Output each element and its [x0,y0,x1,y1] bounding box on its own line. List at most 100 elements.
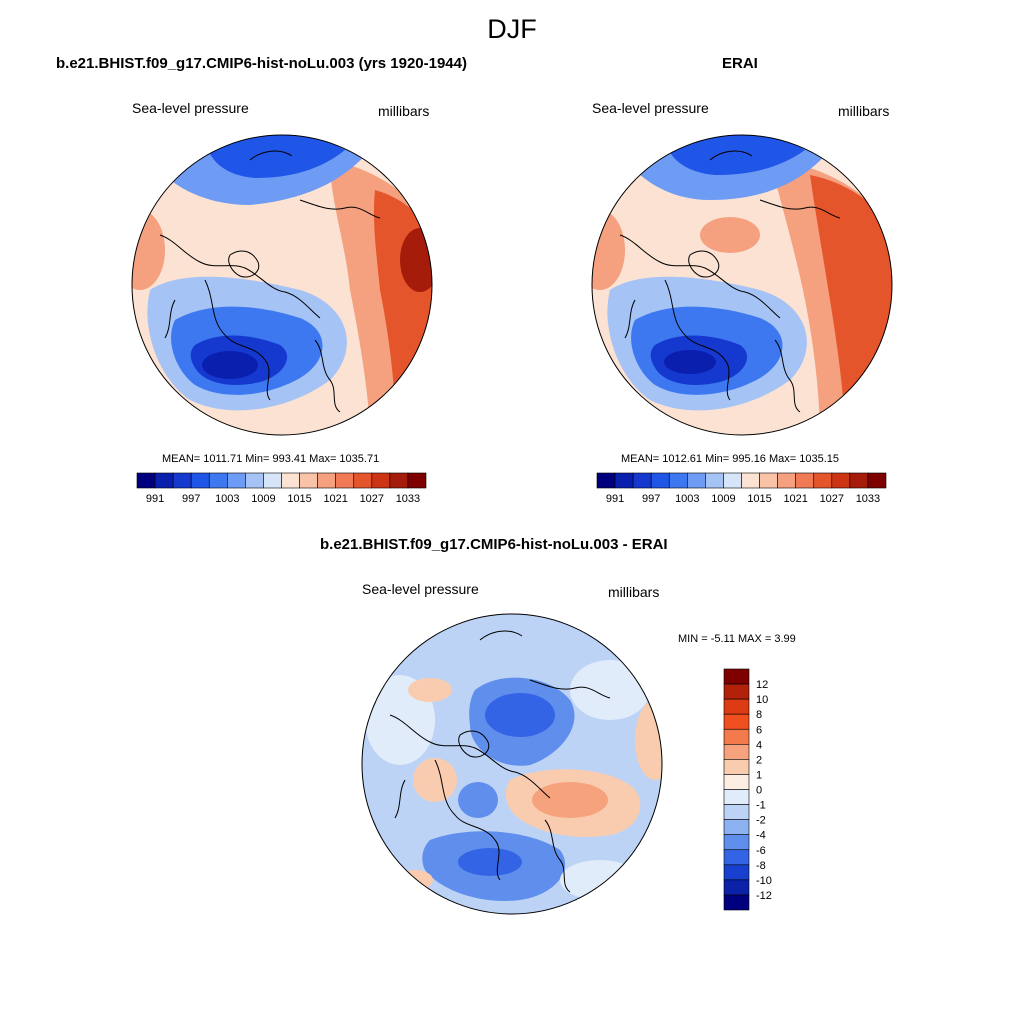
colorbar3-swatch [723,744,750,760]
colorbar3-swatch [723,698,750,715]
colorbar2-swatch [759,472,778,489]
colorbar1-swatch [190,472,210,489]
map3-positive-far-east [635,700,662,780]
season-title: DJF [487,14,537,44]
colorbar3-tick-label: -8 [756,860,766,872]
map2-coastlines [619,150,841,413]
colorbar3-swatch [723,849,750,866]
colorbar1-swatch [245,472,264,489]
colorbar3-swatch [723,668,750,685]
colorbar3-swatch [723,759,750,775]
colorbar2-swatch [687,472,706,489]
colorbar3-swatch [723,804,750,820]
panel2-map [591,134,893,436]
panel1-map [131,134,433,436]
colorbar1-swatch [353,472,373,489]
colorbar1-swatch [154,472,174,489]
colorbar1-tick-label: 997 [182,493,200,505]
map1-high-west [132,210,165,290]
colorbar-panel2: 991 997 1003 1009 1015 1021 1027 1033 [596,472,887,505]
colorbar2-swatch [596,472,616,489]
colorbar1-tick-label: 1033 [396,493,420,505]
colorbar3-swatch [723,819,750,835]
colorbar2-swatch [795,472,815,489]
colorbar2-swatch [668,472,688,489]
colorbar1-swatch [227,472,246,489]
colorbar2-swatch [632,472,652,489]
panel3-title: b.e21.BHIST.f09_g17.CMIP6-hist-noLu.003 … [320,536,668,553]
colorbar3-swatch [723,683,750,700]
colorbar3-tick-label: 10 [756,694,768,706]
map2-boundary [591,134,893,436]
colorbar3-swatch [723,864,750,881]
colorbar2-tick-label: 1027 [820,493,844,505]
panel3-stats: MIN = -5.11 MAX = 3.99 [678,633,796,645]
colorbar2-swatch [777,472,796,489]
colorbar3-swatch [723,713,750,730]
colorbar3-swatch [723,894,750,911]
map3-positive-north [408,678,452,702]
colorbar1-tick-label: 1003 [215,493,239,505]
map3-negative-west [458,782,498,818]
colorbar3-tick-label: -4 [756,830,766,842]
colorbar3-swatch [723,728,750,745]
map1-low-north-core [205,135,345,178]
colorbar3-swatch [723,789,750,805]
colorbar1-swatch [317,472,336,489]
map3-neutral-south [560,860,640,900]
panel1-units-label: millibars [378,103,430,119]
colorbar3-tick-label: 12 [756,679,768,691]
map2-low-south-min [664,350,716,374]
map1-boundary [131,134,433,436]
colorbar3-tick-label: 1 [756,769,762,781]
colorbar1-swatch [335,472,355,489]
map3-positive-southwest [397,870,433,890]
colorbar2-tick-label: 1033 [856,493,880,505]
colorbar3-tick-label: 2 [756,754,762,766]
colorbar3-tick-label: 4 [756,739,762,751]
colorbar2-tick-label: 991 [606,493,624,505]
colorbar1-swatch [281,472,300,489]
panel2-units-label: millibars [838,103,890,119]
colorbar3-tick-label: 6 [756,724,762,736]
map2-high-center [700,217,760,253]
colorbar3-tick-label: -2 [756,815,766,827]
colorbar3-swatch [723,834,750,851]
colorbar-panel1: 991 997 1003 1009 1015 1021 1027 1033 [136,472,427,505]
colorbar1-swatch [136,472,156,489]
colorbar2-tick-label: 1003 [675,493,699,505]
colorbar3-swatch [723,879,750,896]
map2-high-west [592,210,625,290]
map3-neutral-patch-east [570,660,650,720]
panel3-units-label: millibars [608,584,660,600]
map3-negative-south-core [458,848,522,876]
colorbar2-swatch [705,472,724,489]
colorbar1-swatch [389,472,409,489]
colorbar2-swatch [867,472,887,489]
map1-high-max [400,228,432,292]
colorbar3-tick-label: 8 [756,709,762,721]
panel1-stats: MEAN= 1011.71 Min= 993.41 Max= 1035.71 [162,453,380,465]
colorbar3-tick-label: -10 [756,875,772,887]
map1-low-south-min [202,351,258,379]
colorbar3-tick-label: -1 [756,800,766,812]
map1-coastlines [159,150,381,413]
colorbar1-tick-label: 1015 [287,493,311,505]
panel3-map [361,613,663,915]
colorbar2-swatch [723,472,742,489]
colorbar2-swatch [614,472,634,489]
colorbar1-swatch [371,472,391,489]
panel2-title: ERAI [722,55,758,72]
colorbar2-swatch [741,472,760,489]
colorbar1-swatch [299,472,318,489]
colorbar2-tick-label: 1015 [747,493,771,505]
panel2-variable-label: Sea-level pressure [592,100,709,116]
map3-negative-center-core [485,693,555,737]
panel1-variable-label: Sea-level pressure [132,100,249,116]
colorbar3-tick-label: -12 [756,890,772,902]
colorbar3-tick-label: -6 [756,845,766,857]
panel2-stats: MEAN= 1012.61 Min= 995.16 Max= 1035.15 [621,453,840,465]
colorbar1-swatch [172,472,192,489]
